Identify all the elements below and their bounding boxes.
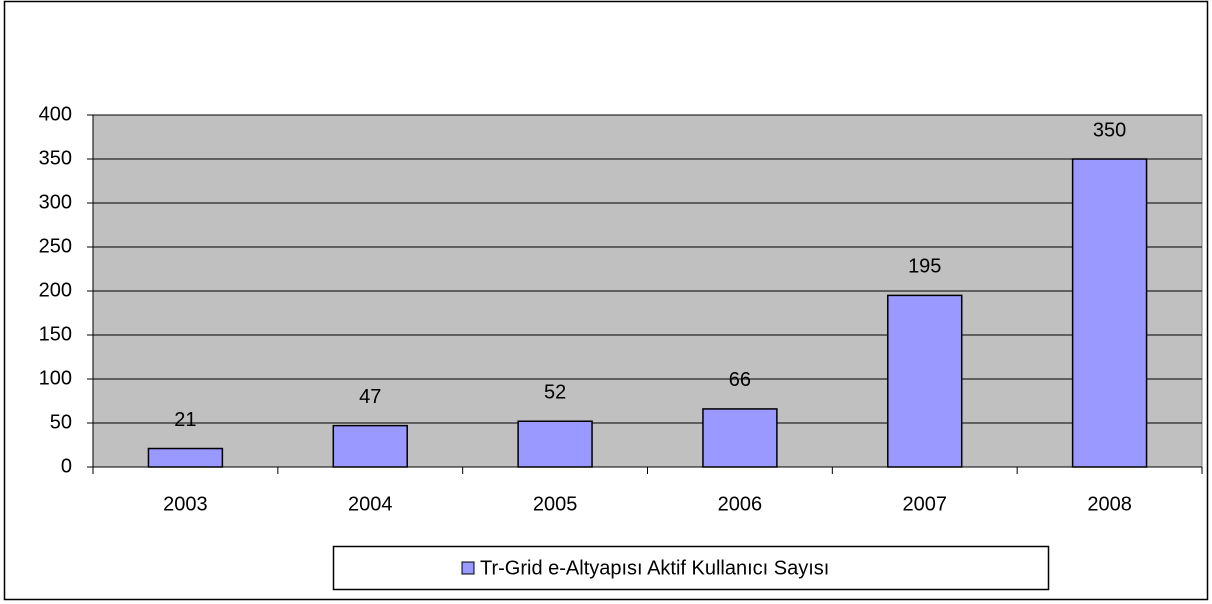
y-tick-label: 300 <box>39 191 72 213</box>
y-tick-label: 50 <box>50 411 72 433</box>
x-tick-label: 2008 <box>1087 493 1132 515</box>
data-label: 47 <box>359 386 381 408</box>
x-tick-label: 2005 <box>533 493 578 515</box>
bar <box>147 447 224 468</box>
y-tick-label: 150 <box>39 323 72 345</box>
data-label: 21 <box>174 409 196 431</box>
x-tick-label: 2004 <box>348 493 393 515</box>
legend-label: Tr-Grid e-Altyapısı Aktif Kullanıcı Sayı… <box>480 557 829 579</box>
y-tick-label: 0 <box>61 455 72 477</box>
bar <box>517 420 593 468</box>
data-label: 195 <box>908 256 941 278</box>
y-tick-label: 250 <box>39 235 72 257</box>
legend-swatch <box>461 561 475 575</box>
x-tick-label: 2003 <box>163 493 208 515</box>
bar <box>702 408 778 468</box>
data-label: 52 <box>544 382 566 404</box>
legend-box <box>332 545 1050 591</box>
y-tick-label: 100 <box>39 367 72 389</box>
x-tick-label: 2007 <box>903 493 948 515</box>
bar <box>332 424 408 468</box>
y-tick-label: 200 <box>39 279 72 301</box>
x-tick-label: 2006 <box>718 493 763 515</box>
y-tick-label: 400 <box>39 103 72 125</box>
bar <box>887 294 963 468</box>
data-label: 350 <box>1093 119 1126 141</box>
data-label: 66 <box>729 369 751 391</box>
y-tick-label: 350 <box>39 147 72 169</box>
bar <box>1071 158 1148 468</box>
